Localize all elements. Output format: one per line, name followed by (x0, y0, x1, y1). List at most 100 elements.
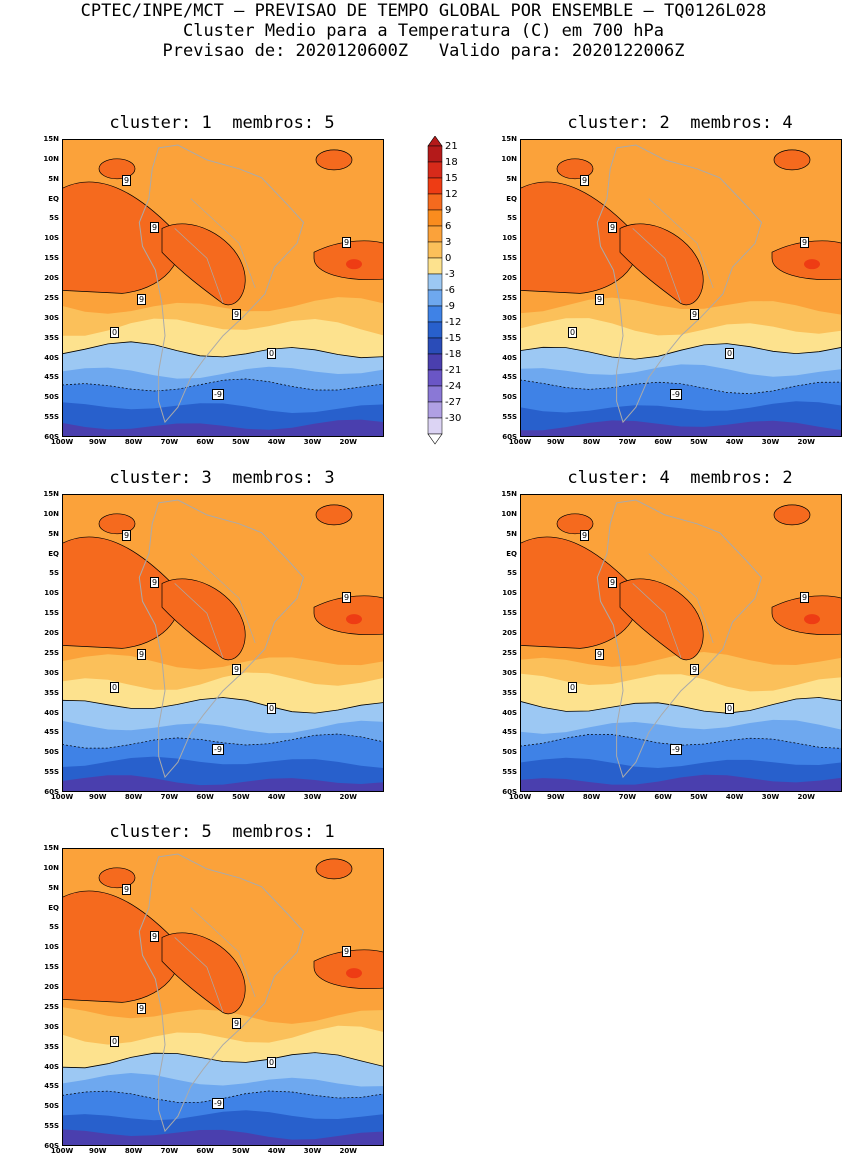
lat-tick-label: 10S (44, 234, 59, 243)
colorbar-swatch (427, 417, 443, 435)
lon-tick-label: 80W (124, 438, 143, 446)
colorbar-swatch (427, 401, 443, 419)
contour-label: 9 (690, 308, 700, 320)
colorbar-bottom-arrow (427, 433, 443, 445)
lon-tick-label: 80W (582, 793, 601, 801)
lat-tick-label: 50S (502, 393, 517, 402)
colorbar-level-label: -24 (445, 381, 462, 392)
lat-tick-label: 30S (502, 313, 517, 322)
panel-title: cluster: 1 membros: 5 (109, 113, 335, 133)
colorbar-level-label: 18 (445, 157, 458, 168)
temperature-map-panel (62, 848, 384, 1146)
figure-title-line2: Cluster Medio para a Temperatura (C) em … (182, 21, 665, 41)
lat-tick-label: EQ (48, 194, 59, 203)
lon-tick-label: 70W (618, 793, 637, 801)
colorbar-level-label: -12 (445, 317, 462, 328)
contour-label: 9 (122, 529, 132, 541)
lat-tick-label: 55S (502, 768, 517, 777)
colorbar-swatch (427, 321, 443, 339)
lat-tick-label: 15N (501, 490, 517, 498)
lon-tick-label: 70W (618, 438, 637, 446)
contour-label: 9 (232, 308, 242, 320)
lon-tick-label: 30W (303, 438, 322, 446)
lon-tick-label: 90W (89, 793, 107, 801)
contour-label: 9 (342, 946, 352, 958)
contour-label: 9 (595, 293, 605, 305)
lon-tick-label: 60W (654, 793, 672, 801)
lat-tick-label: 10S (44, 589, 59, 598)
lon-tick-label: 20W (339, 1147, 357, 1155)
colorbar-level-label: 21 (445, 141, 458, 152)
lon-tick-label: 30W (761, 793, 780, 801)
lon-tick-label: 50W (690, 793, 708, 801)
contour-label: 9 (342, 237, 352, 249)
lat-tick-label: 40S (44, 1062, 59, 1071)
contour-label: 0 (267, 702, 277, 714)
lat-tick-label: 5N (48, 529, 59, 538)
temperature-map-panel (520, 139, 842, 437)
lat-tick-label: 35S (44, 1042, 59, 1051)
contour-label: 0 (725, 347, 735, 359)
lon-tick-label: 90W (547, 438, 565, 446)
lat-tick-label: 5S (49, 214, 59, 223)
lat-tick-label: 5N (48, 174, 59, 183)
lon-tick-label: 100W (50, 793, 74, 801)
contour-label: -9 (670, 744, 682, 756)
colorbar-swatch (427, 257, 443, 275)
contour-label: 9 (232, 1017, 242, 1029)
lat-tick-label: 45S (44, 1082, 59, 1091)
lon-tick-label: 50W (232, 438, 250, 446)
lon-tick-label: 80W (124, 1147, 143, 1155)
panel-title: cluster: 5 membros: 1 (109, 822, 335, 842)
contour-label: 9 (800, 237, 810, 249)
contour-label: 0 (110, 681, 120, 693)
lon-tick-label: 70W (160, 793, 179, 801)
lat-tick-label: 10N (43, 863, 59, 872)
lon-tick-label: 40W (267, 438, 286, 446)
lon-tick-label: 40W (725, 793, 744, 801)
lat-tick-label: 50S (44, 748, 59, 757)
contour-label: 9 (137, 648, 147, 660)
panel-title: cluster: 4 membros: 2 (567, 468, 793, 488)
contour-label: 9 (580, 174, 590, 186)
lat-tick-label: 55S (502, 413, 517, 422)
contour-label: -9 (212, 1098, 224, 1110)
colorbar-level-label: -21 (445, 365, 462, 376)
temperature-map-panel (62, 139, 384, 437)
lon-tick-label: 20W (797, 438, 815, 446)
lat-tick-label: 15S (44, 254, 59, 263)
colorbar-level-label: -30 (445, 413, 462, 424)
panel-title: cluster: 3 membros: 3 (109, 468, 335, 488)
contour-label: 0 (110, 326, 120, 338)
lon-tick-label: 80W (582, 438, 601, 446)
lat-tick-label: EQ (48, 903, 59, 912)
colorbar-level-label: -15 (445, 333, 462, 344)
contour-label: 9 (150, 577, 160, 589)
colorbar-level-label: -6 (445, 285, 455, 296)
lon-tick-label: 70W (160, 438, 179, 446)
lat-tick-label: 25S (44, 293, 59, 302)
contour-label: 9 (122, 174, 132, 186)
lon-tick-label: 20W (797, 793, 815, 801)
colorbar-swatch (427, 369, 443, 387)
lon-tick-label: 60W (654, 438, 672, 446)
colorbar-swatch (427, 353, 443, 371)
lat-tick-label: 10S (502, 234, 517, 243)
colorbar-level-label: 0 (445, 253, 452, 264)
lat-tick-label: 55S (44, 413, 59, 422)
lat-tick-label: 20S (44, 629, 59, 638)
lon-tick-label: 60W (196, 1147, 214, 1155)
lat-tick-label: 25S (44, 1002, 59, 1011)
lat-tick-label: EQ (48, 549, 59, 558)
lat-tick-label: 35S (502, 333, 517, 342)
lat-tick-label: 45S (502, 373, 517, 382)
temperature-map-panel (520, 494, 842, 792)
lon-tick-label: 50W (690, 438, 708, 446)
contour-label: 9 (608, 222, 618, 234)
contour-label: 0 (568, 681, 578, 693)
lat-tick-label: 20S (44, 274, 59, 283)
lat-tick-label: 5N (506, 529, 517, 538)
figure-title-line3: Previsao de: 2020120600Z Valido para: 20… (162, 41, 685, 61)
lat-tick-label: 5S (49, 569, 59, 578)
lat-tick-label: 35S (44, 688, 59, 697)
